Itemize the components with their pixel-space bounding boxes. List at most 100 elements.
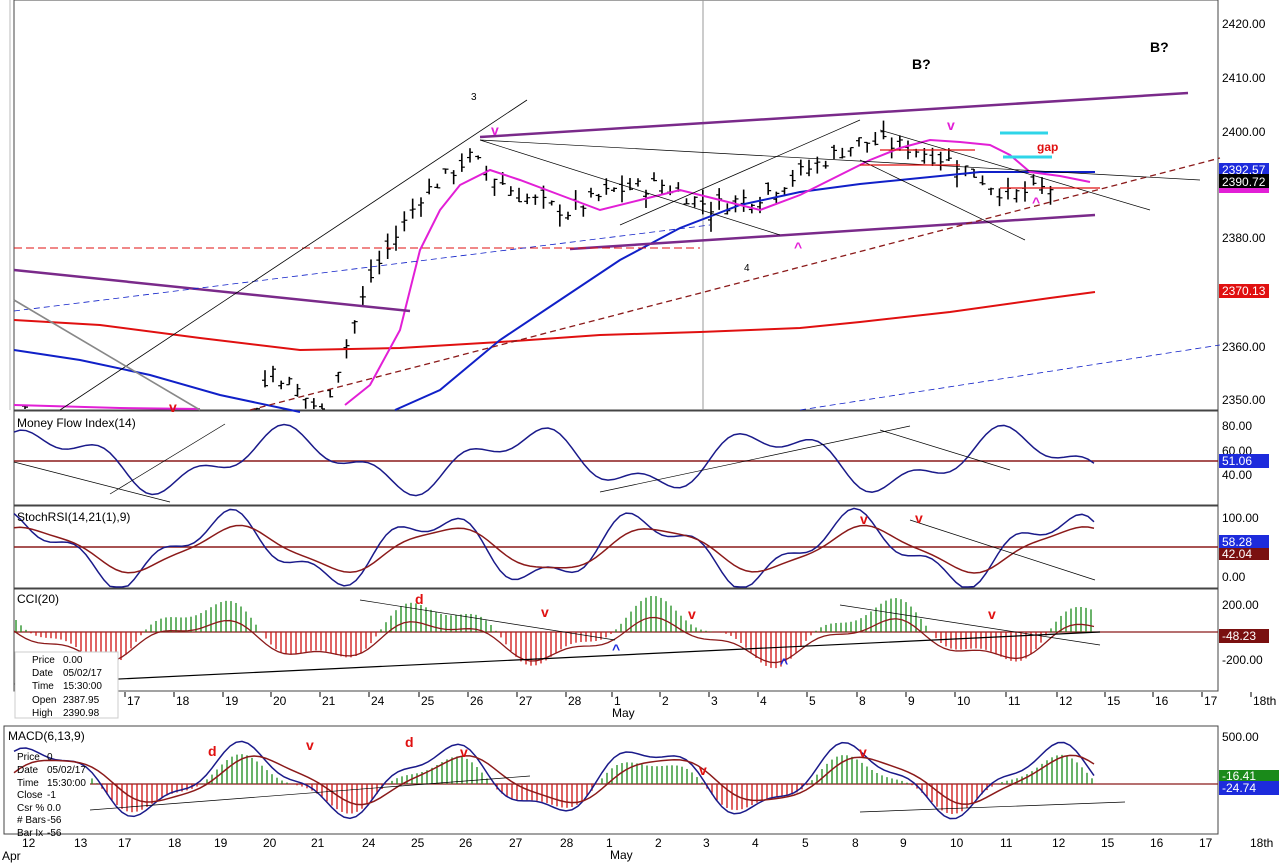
price-tick: 2410.00 bbox=[1222, 71, 1266, 85]
date-tick: 12 bbox=[1059, 694, 1073, 708]
stochrsi-signal-value: 42.04 bbox=[1222, 547, 1252, 561]
info-label: Price bbox=[32, 655, 55, 666]
info-value: 15:30:00 bbox=[47, 778, 86, 789]
date-tick: 15 bbox=[1101, 836, 1115, 850]
stochrsi-tick: 0.00 bbox=[1222, 570, 1246, 584]
ma-mid-line bbox=[394, 171, 1095, 411]
price-tick: 2420.00 bbox=[1222, 17, 1266, 31]
divergence-mark: d bbox=[208, 743, 217, 759]
date-tick: 18th bbox=[1250, 836, 1273, 850]
date-tick: 28 bbox=[560, 836, 574, 850]
annotation-b: B? bbox=[1150, 39, 1169, 55]
info-label: # Bars bbox=[17, 815, 46, 826]
sell-mark: v bbox=[947, 117, 955, 133]
date-tick: 9 bbox=[908, 694, 915, 708]
info-value: 0 bbox=[47, 752, 53, 763]
sell-mark: v bbox=[460, 744, 468, 760]
ma-red-badge bbox=[1219, 284, 1269, 298]
stochrsi-badge bbox=[1219, 535, 1269, 548]
trend-line-dashed bbox=[13, 224, 711, 312]
date-tick: 18 bbox=[168, 836, 182, 850]
price-tick: 2360.00 bbox=[1222, 340, 1266, 354]
trend-line bbox=[109, 423, 226, 495]
date-tick: 27 bbox=[509, 836, 523, 850]
date-tick: 4 bbox=[760, 694, 767, 708]
stochrsi-value: 58.28 bbox=[1222, 535, 1252, 549]
cci-value: -48.23 bbox=[1222, 629, 1256, 643]
trend-line bbox=[13, 299, 201, 411]
info-value: 0.0 bbox=[47, 803, 61, 814]
info-value: -56 bbox=[47, 815, 62, 826]
trend-line bbox=[89, 775, 531, 811]
buy-mark: ^ bbox=[1032, 194, 1040, 210]
buy-mark: ^ bbox=[794, 239, 802, 255]
info-label: Open bbox=[32, 695, 56, 706]
sell-mark: v bbox=[541, 604, 549, 620]
date-tick: 8 bbox=[852, 836, 859, 850]
annotation-b: B? bbox=[912, 56, 931, 72]
ma-mid-line bbox=[13, 349, 301, 413]
wave-label-3: 3 bbox=[471, 92, 477, 103]
stochrsi-tick: 100.00 bbox=[1222, 511, 1259, 525]
sell-mark: v bbox=[306, 737, 314, 753]
date-tick: 17 bbox=[1204, 694, 1218, 708]
date-tick: 16 bbox=[1150, 836, 1164, 850]
info-label: Price bbox=[17, 752, 40, 763]
trend-line-dashed bbox=[799, 344, 1221, 411]
info-label: Time bbox=[17, 778, 39, 789]
date-tick: 11 bbox=[1000, 836, 1013, 850]
mfi-value: 51.06 bbox=[1222, 454, 1252, 468]
sell-mark: v bbox=[699, 762, 707, 778]
info-value: 05/02/17 bbox=[47, 765, 86, 776]
info-label: Time bbox=[32, 681, 54, 692]
date-tick: 5 bbox=[809, 694, 816, 708]
date-tick: 1 bbox=[606, 836, 613, 850]
last-price-badge bbox=[1219, 174, 1269, 188]
date-tick: 10 bbox=[950, 836, 964, 850]
buy-mark: ^ bbox=[612, 641, 620, 657]
price-tick: 2400.00 bbox=[1222, 125, 1266, 139]
cci-badge bbox=[1219, 629, 1269, 643]
date-tick: 2 bbox=[662, 694, 669, 708]
info-label: Close bbox=[17, 790, 43, 801]
date-tick: 15 bbox=[1107, 694, 1121, 708]
date-tick: 17 bbox=[127, 694, 141, 708]
trend-line bbox=[619, 119, 861, 226]
month-label: May bbox=[610, 848, 633, 862]
date-tick: 19 bbox=[214, 836, 228, 850]
trend-line bbox=[13, 268, 411, 313]
mfi-line bbox=[13, 423, 1095, 497]
macd-line bbox=[13, 740, 1095, 820]
cci-title: CCI(20) bbox=[17, 592, 59, 606]
trend-line bbox=[879, 429, 1011, 471]
mfi-title: Money Flow Index(14) bbox=[17, 416, 136, 430]
date-tick: 9 bbox=[900, 836, 907, 850]
trend-line bbox=[359, 599, 616, 641]
date-tick: 2 bbox=[655, 836, 662, 850]
mfi-tick: 80.00 bbox=[1222, 419, 1252, 433]
sell-mark: v bbox=[688, 606, 696, 622]
date-tick: 21 bbox=[322, 694, 336, 708]
info-label: Date bbox=[32, 668, 54, 679]
trend-line bbox=[13, 461, 171, 503]
macd-hist-value: -16.41 bbox=[1222, 769, 1256, 783]
date-tick: 19 bbox=[225, 694, 239, 708]
macd-signal-line bbox=[13, 754, 1095, 806]
mfi-badge bbox=[1219, 454, 1269, 468]
wave-label-4: 4 bbox=[744, 263, 750, 274]
ma-blue-badge bbox=[1219, 163, 1269, 177]
trend-channel-lower bbox=[569, 213, 1096, 251]
ma-fast-line bbox=[13, 404, 201, 410]
divergence-mark: d bbox=[405, 734, 414, 750]
price-tick: 2350.00 bbox=[1222, 393, 1266, 407]
date-tick: 17 bbox=[1199, 836, 1213, 850]
date-tick: 1 bbox=[614, 694, 621, 708]
stochrsi-title: StochRSI(14,21(1),9) bbox=[17, 510, 130, 524]
date-tick: 21 bbox=[311, 836, 325, 850]
date-tick: 25 bbox=[411, 836, 425, 850]
trend-line bbox=[839, 604, 1101, 646]
info-label: Date bbox=[17, 765, 39, 776]
date-tick: 26 bbox=[470, 694, 484, 708]
mfi-tick: 40.00 bbox=[1222, 468, 1252, 482]
